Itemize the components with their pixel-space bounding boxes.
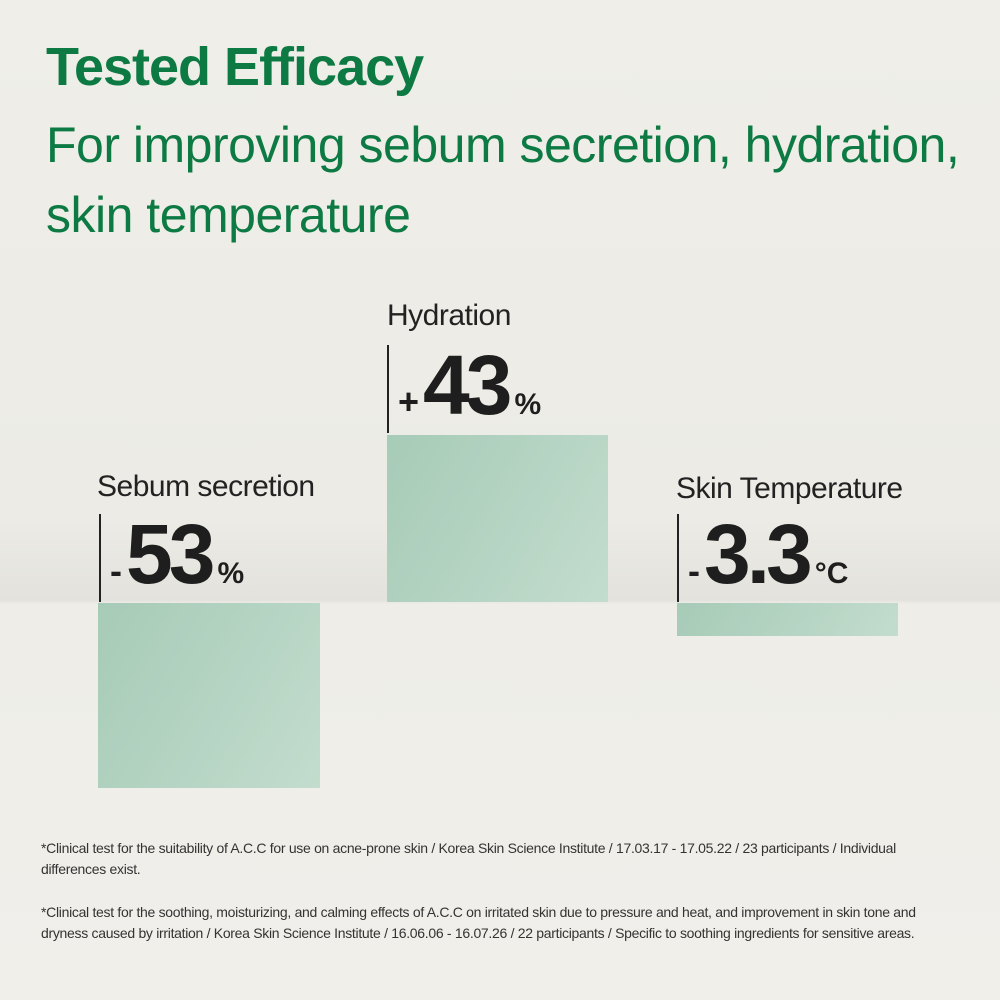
bar [98, 603, 320, 788]
sign: + [398, 381, 420, 422]
metric-value: - 53 % [110, 506, 244, 603]
footnote: *Clinical test for the soothing, moistur… [41, 904, 916, 941]
metric-label: Sebum secretion [97, 470, 315, 503]
metric-value: + 43 % [398, 337, 541, 434]
unit: °C [814, 557, 849, 590]
divider [387, 345, 389, 433]
footnote: *Clinical test for the suitability of A.… [41, 840, 896, 877]
bar [677, 603, 898, 636]
metric-label: Skin Temperature [676, 472, 903, 505]
divider [677, 514, 679, 602]
bar [387, 435, 608, 602]
sign: - [110, 550, 122, 591]
subtitle: For improving sebum secretion, hydration… [46, 117, 960, 243]
unit: % [217, 557, 245, 590]
metric-label: Hydration [387, 299, 511, 332]
number: 3.3 [704, 507, 813, 601]
number: 43 [423, 338, 512, 432]
unit: % [514, 388, 542, 421]
metric-value: - 3.3 °C [688, 506, 848, 603]
sign: - [688, 550, 700, 591]
number: 53 [126, 507, 215, 601]
divider [99, 514, 101, 602]
title: Tested Efficacy [46, 37, 424, 97]
